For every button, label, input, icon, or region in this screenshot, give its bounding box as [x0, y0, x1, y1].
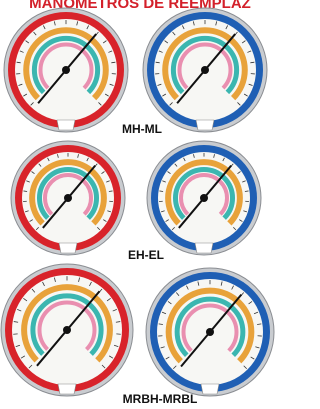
gauge	[147, 141, 261, 255]
gauge-tab	[59, 243, 77, 253]
gauge-hub	[64, 194, 72, 202]
gauge-tab	[57, 120, 75, 130]
product-label: MRBH-MRBL	[123, 392, 198, 406]
gauges	[1, 8, 274, 396]
gauge-hub	[206, 328, 214, 336]
gauge	[1, 264, 133, 396]
gauge-tab	[195, 243, 213, 253]
page: MANÓMETROS DE REEMPLAZ MH-ML EH-EL MRBH-…	[0, 0, 281, 409]
gauge-hub	[201, 66, 209, 74]
gauge-hub	[200, 194, 208, 202]
gauge-hub	[63, 326, 71, 334]
gauge-tab	[196, 120, 214, 130]
gauge-tick	[159, 191, 163, 192]
product-label: EH-EL	[128, 248, 164, 262]
gauge-tab	[201, 384, 219, 394]
gauge-tab	[58, 384, 76, 394]
catalog-image: MANÓMETROS DE REEMPLAZ MH-ML EH-EL MRBH-…	[0, 0, 281, 409]
gauge-hub	[62, 66, 70, 74]
product-label: MH-ML	[122, 122, 162, 136]
gauge	[143, 8, 267, 132]
gauge-tick	[245, 191, 249, 192]
gauge	[146, 268, 274, 396]
gauge-tick	[23, 191, 27, 192]
gauge	[11, 141, 125, 255]
gauge-tick	[109, 191, 113, 192]
gauge	[4, 8, 128, 132]
